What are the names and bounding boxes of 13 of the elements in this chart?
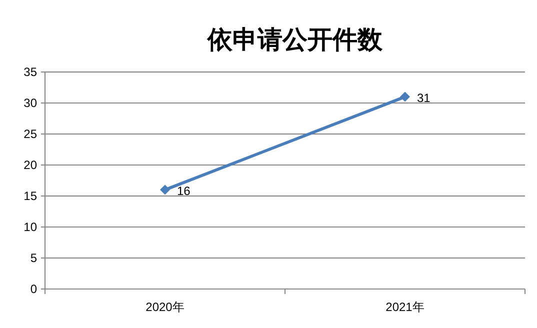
data-label: 16 bbox=[177, 184, 191, 198]
y-tick-label: 0 bbox=[30, 282, 38, 296]
x-tick-label: 2021年 bbox=[386, 300, 424, 314]
x-tick-label: 2020年 bbox=[146, 300, 184, 314]
y-tick-label: 15 bbox=[24, 189, 38, 203]
y-tick-label: 5 bbox=[30, 251, 38, 265]
y-tick-label: 10 bbox=[24, 220, 38, 234]
y-tick-label: 35 bbox=[24, 65, 38, 79]
y-tick-label: 25 bbox=[24, 127, 38, 141]
y-tick-label: 20 bbox=[24, 158, 38, 172]
data-label: 31 bbox=[417, 90, 431, 105]
y-tick-label: 30 bbox=[24, 96, 38, 110]
title: 依申请公开件数 bbox=[208, 25, 382, 54]
